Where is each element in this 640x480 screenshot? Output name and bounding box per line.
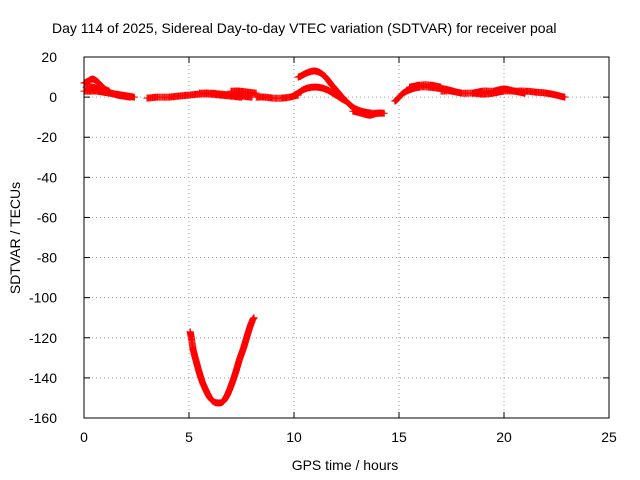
data-series-arc-3 bbox=[82, 83, 134, 101]
data-series-arc-10 bbox=[349, 107, 388, 119]
x-axis-label: GPS time / hours bbox=[292, 457, 399, 473]
y-tick-label: -160 bbox=[29, 410, 57, 426]
x-tick-label: 5 bbox=[185, 429, 193, 445]
y-tick-label: -100 bbox=[29, 290, 57, 306]
tick-layer bbox=[83, 56, 610, 419]
data-layer bbox=[80, 67, 569, 407]
data-series-arc-11 bbox=[186, 314, 258, 407]
data-series-arc-13 bbox=[406, 81, 445, 91]
y-tick-label: 0 bbox=[49, 89, 57, 105]
tick-label-layer: 0 5 10 15 20 25 20 0 -20 -40 -60 -80 -100 -120 -140 -16… bbox=[29, 49, 617, 445]
plot-frame bbox=[83, 56, 610, 419]
data-series-arc-15 bbox=[469, 85, 529, 97]
x-tick-label: 20 bbox=[496, 429, 512, 445]
chart-title: Day 114 of 2025, Sidereal Day-to-day VTE… bbox=[52, 20, 556, 36]
y-axis-label: SDTVAR / TECUs bbox=[7, 182, 23, 294]
y-tick-label: -120 bbox=[29, 330, 57, 346]
grid-layer bbox=[84, 57, 609, 418]
y-tick-label: -40 bbox=[37, 169, 57, 185]
data-series-arc-5 bbox=[196, 89, 256, 101]
y-tick-label: -20 bbox=[37, 129, 57, 145]
x-tick-label: 0 bbox=[80, 429, 88, 445]
y-tick-label: -140 bbox=[29, 370, 57, 386]
x-tick-label: 15 bbox=[391, 429, 407, 445]
x-tick-label: 25 bbox=[601, 429, 617, 445]
y-tick-label: -80 bbox=[37, 250, 57, 266]
data-series-arc-6 bbox=[227, 87, 260, 97]
y-tick-label: -60 bbox=[37, 209, 57, 225]
y-tick-label: 20 bbox=[41, 49, 57, 65]
x-tick-label: 10 bbox=[286, 429, 302, 445]
